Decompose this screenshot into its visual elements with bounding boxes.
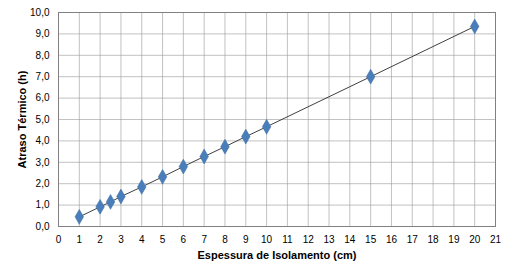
svg-text:0,0: 0,0 — [36, 221, 50, 232]
svg-text:7,0: 7,0 — [36, 71, 50, 82]
svg-text:11: 11 — [282, 234, 293, 245]
svg-text:3,0: 3,0 — [36, 157, 50, 168]
svg-text:9: 9 — [243, 234, 249, 245]
svg-text:14: 14 — [344, 234, 356, 245]
svg-text:17: 17 — [407, 234, 419, 245]
svg-text:8,0: 8,0 — [36, 50, 50, 61]
svg-text:Espessura de Isolamento (cm): Espessura de Isolamento (cm) — [198, 249, 357, 261]
svg-text:3: 3 — [118, 234, 124, 245]
svg-text:4: 4 — [139, 234, 145, 245]
svg-text:21: 21 — [490, 234, 502, 245]
svg-text:2,0: 2,0 — [36, 178, 50, 189]
svg-text:9,0: 9,0 — [36, 28, 50, 39]
svg-text:6,0: 6,0 — [36, 92, 50, 103]
svg-text:20: 20 — [469, 234, 481, 245]
svg-text:4,0: 4,0 — [36, 135, 50, 146]
svg-text:8: 8 — [222, 234, 228, 245]
svg-text:0: 0 — [56, 234, 62, 245]
svg-text:6: 6 — [181, 234, 187, 245]
svg-text:12: 12 — [303, 234, 315, 245]
svg-text:1,0: 1,0 — [36, 199, 50, 210]
svg-text:18: 18 — [428, 234, 440, 245]
svg-text:Atraso Térmico (h): Atraso Térmico (h) — [16, 70, 28, 168]
svg-text:5: 5 — [160, 234, 166, 245]
svg-text:5,0: 5,0 — [36, 114, 50, 125]
svg-text:10,0: 10,0 — [30, 7, 50, 18]
svg-text:16: 16 — [386, 234, 398, 245]
svg-text:13: 13 — [323, 234, 335, 245]
svg-text:19: 19 — [448, 234, 460, 245]
svg-text:7: 7 — [201, 234, 207, 245]
svg-text:2: 2 — [97, 234, 103, 245]
svg-text:1: 1 — [77, 234, 83, 245]
svg-text:15: 15 — [365, 234, 377, 245]
svg-text:10: 10 — [261, 234, 273, 245]
